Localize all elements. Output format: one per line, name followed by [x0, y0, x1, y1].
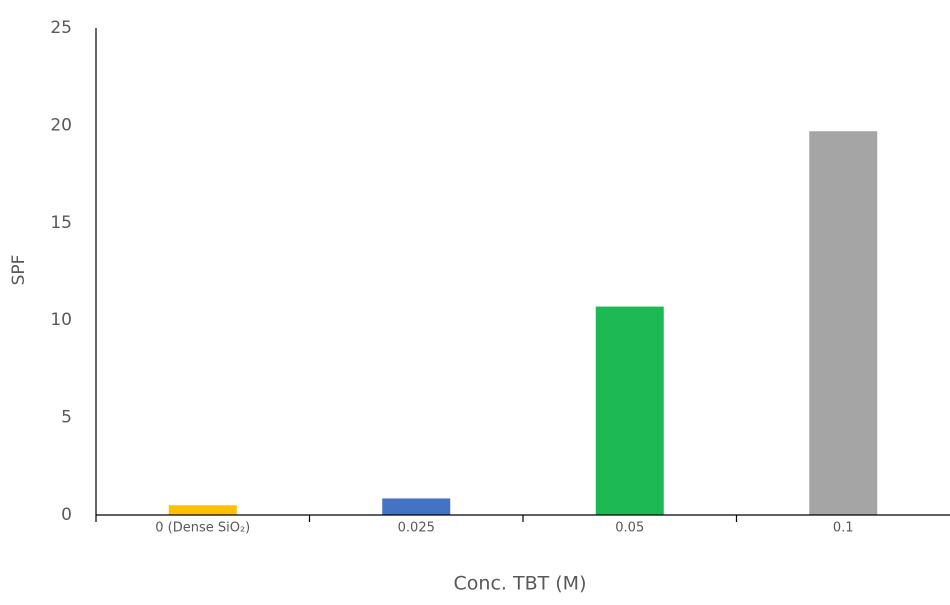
x-tick-label: 0 (Dense SiO₂) [155, 521, 250, 536]
y-tick-label: 5 [61, 408, 72, 428]
bar [382, 498, 451, 515]
y-tick-label: 20 [50, 115, 72, 135]
y-tick-label: 0 [61, 505, 72, 525]
y-axis-label: SPF [9, 255, 29, 286]
bar [595, 306, 664, 515]
bar [809, 131, 878, 515]
y-tick-label: 25 [50, 18, 72, 38]
x-tick-label: 0.05 [615, 521, 644, 536]
x-tick-label: 0.025 [398, 521, 435, 536]
y-tick-label: 10 [50, 310, 72, 330]
x-axis-label: Conc. TBT (M) [454, 573, 587, 595]
x-tick-label: 0.1 [833, 521, 854, 536]
y-tick-label: 15 [50, 213, 72, 233]
bar [168, 505, 237, 515]
